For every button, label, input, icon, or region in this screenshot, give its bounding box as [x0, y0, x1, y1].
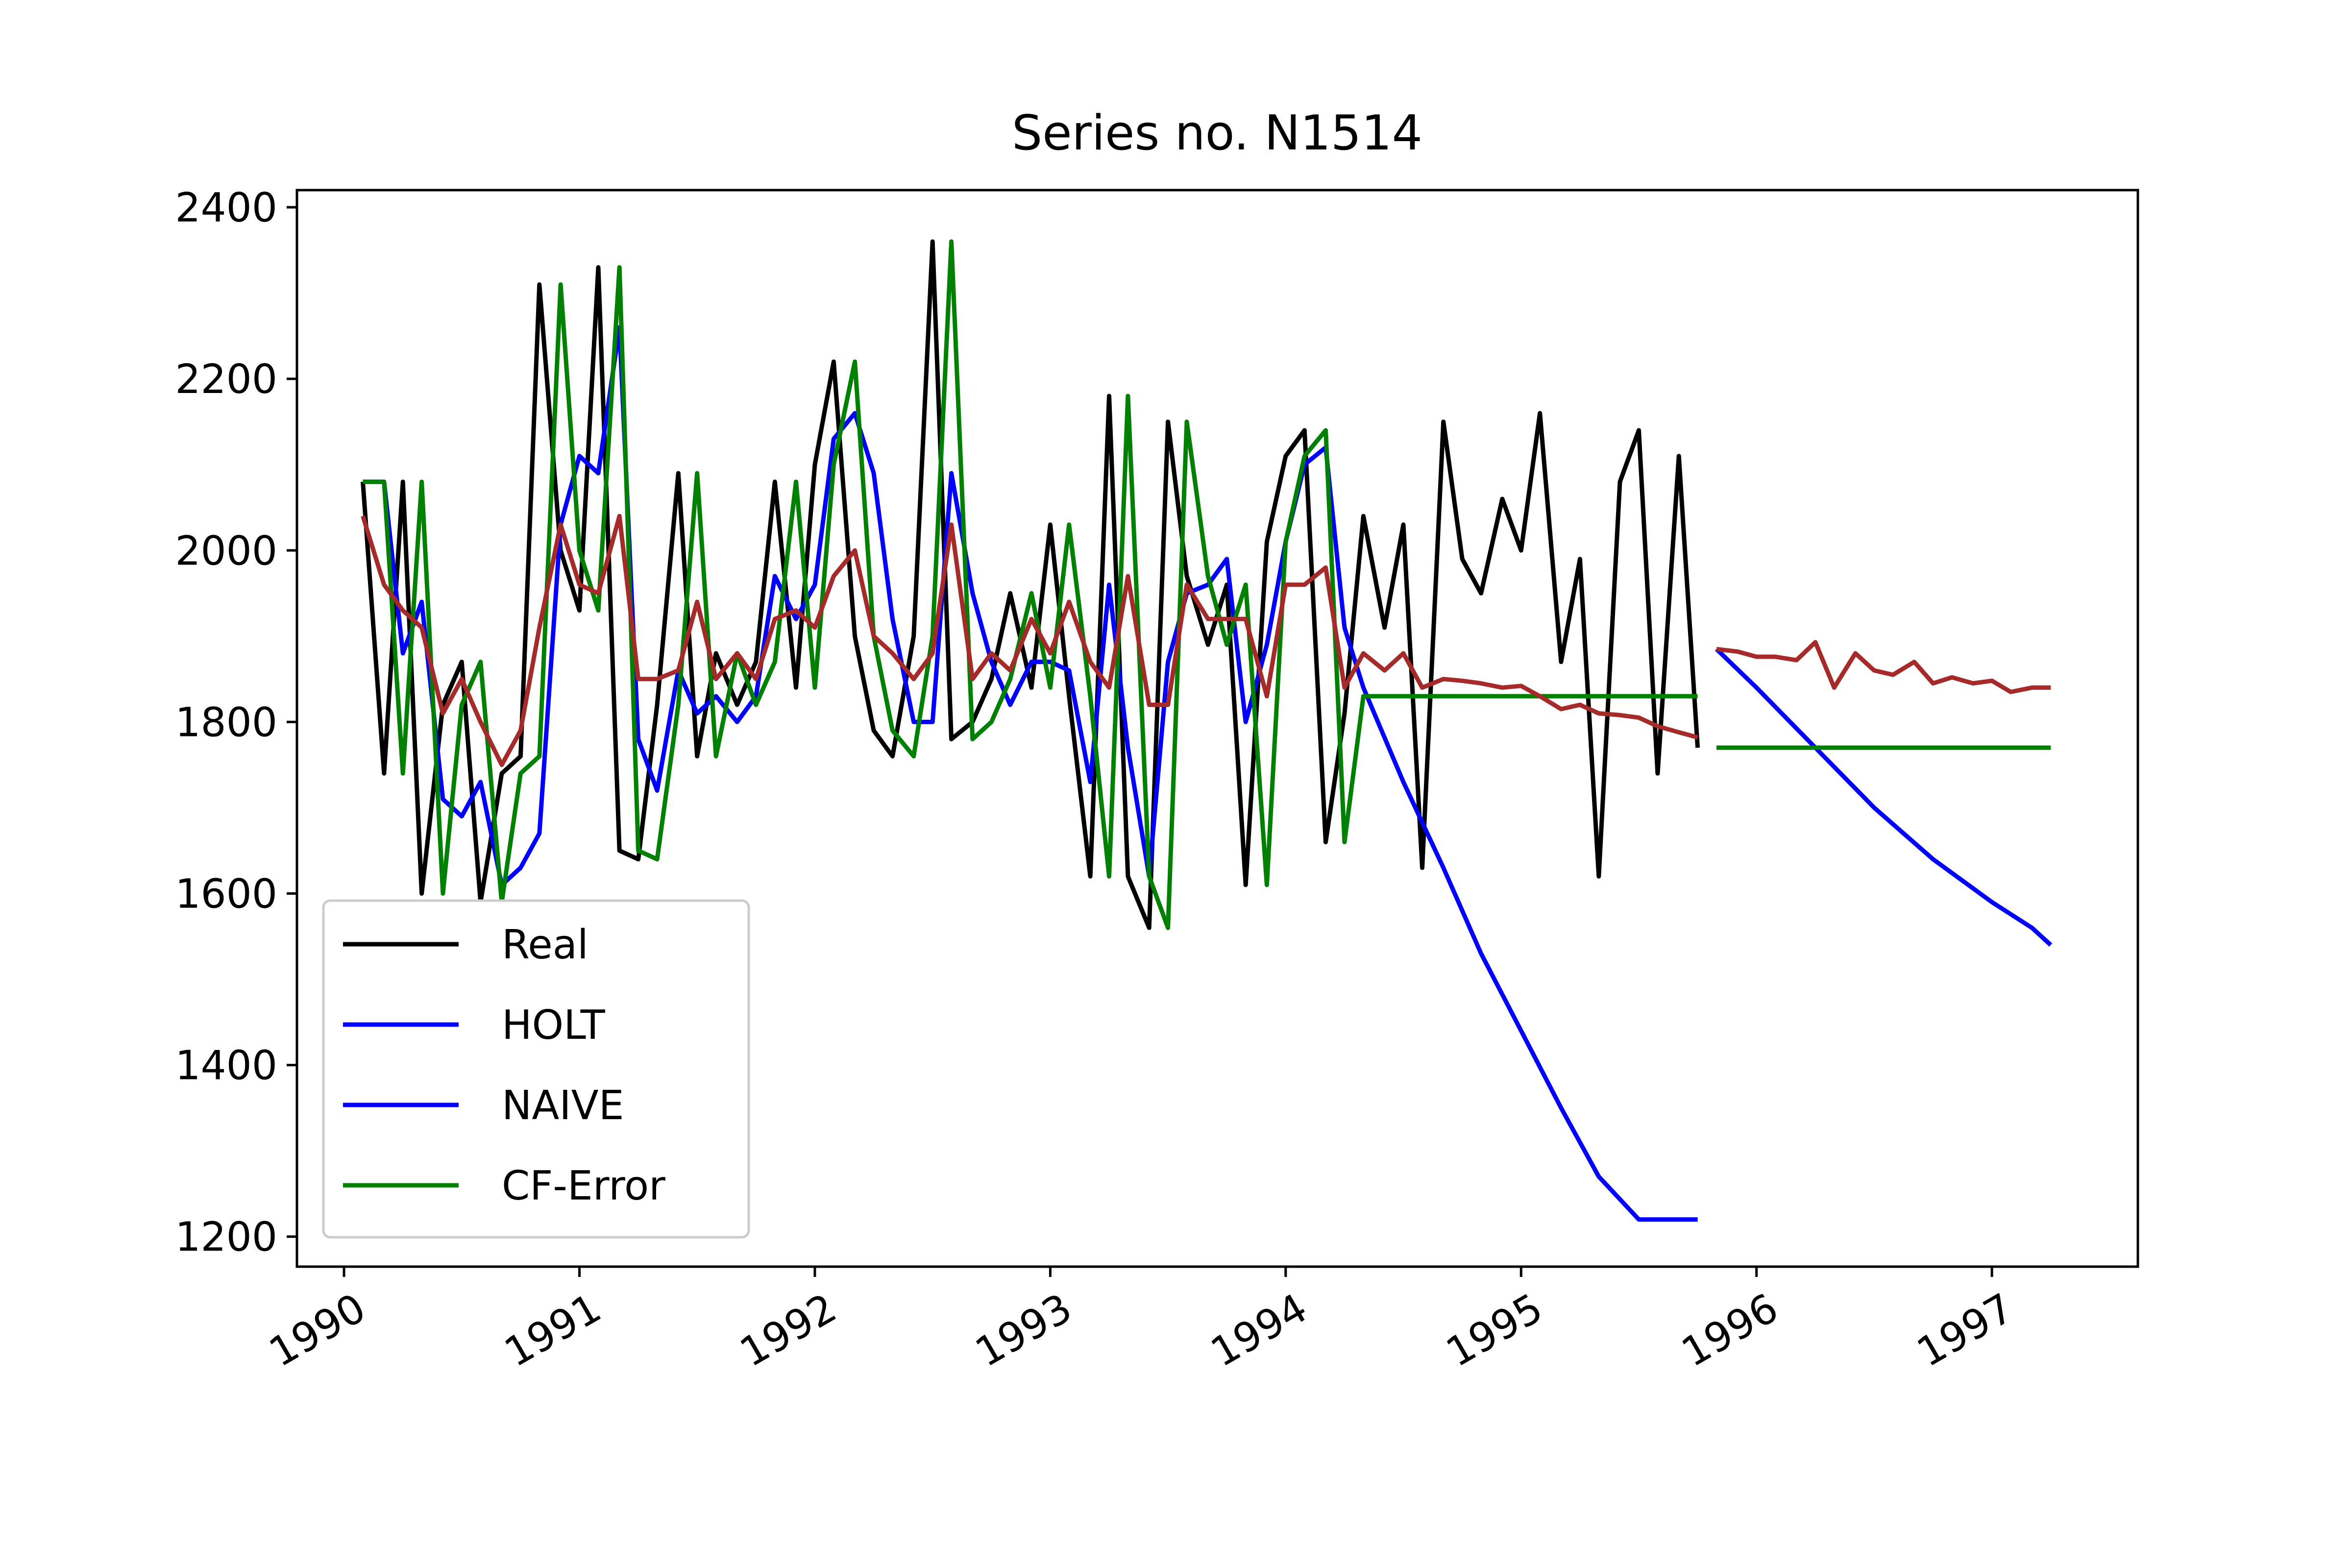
y-axis: 1200 1400 1600 1800 2000 2200 2400: [175, 185, 297, 1261]
series-line-brown-in-sample: [361, 514, 1698, 767]
y-tick-label: 1200: [175, 1214, 277, 1261]
series-line-holt-forecast: [1715, 647, 2053, 947]
y-tick-label: 1400: [175, 1043, 277, 1089]
legend-label: CF-Error: [502, 1163, 665, 1209]
plot-area-frame: [295, 189, 2139, 1268]
y-tick-label: 2200: [175, 356, 277, 403]
legend-label: NAIVE: [502, 1082, 624, 1129]
y-tick-label: 2400: [175, 185, 277, 231]
legend: Real HOLT NAIVE CF-Error: [322, 899, 750, 1239]
legend-label: Real: [502, 922, 588, 968]
series-line-real: [361, 239, 1700, 930]
y-tick-label: 1800: [175, 699, 277, 746]
y-tick-label: 2000: [175, 528, 277, 574]
legend-frame: [322, 899, 750, 1239]
legend-label: HOLT: [502, 1002, 606, 1049]
series-layer: [361, 239, 2053, 1222]
series-line-brown-forecast: [1716, 640, 2051, 694]
y-tick-label: 1600: [175, 871, 277, 917]
chart-title: Series no. N1514: [1012, 105, 1422, 161]
